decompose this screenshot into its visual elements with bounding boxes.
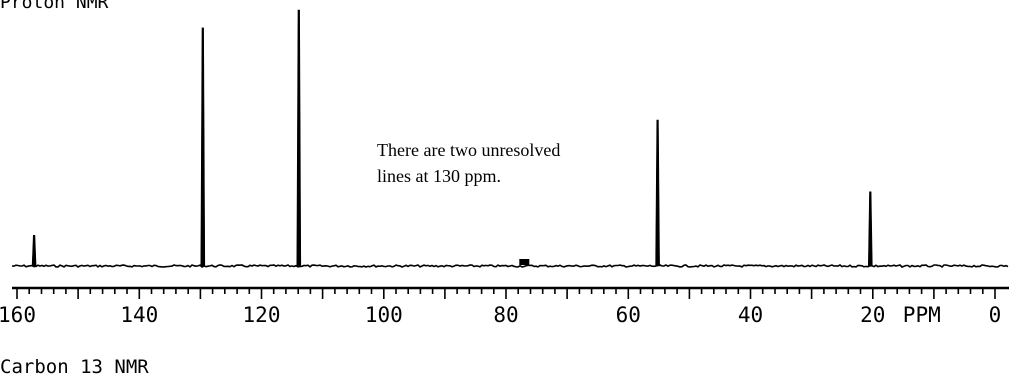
spectrum-peak bbox=[519, 259, 530, 265]
spectrum-peak bbox=[867, 191, 873, 267]
nmr-spectrum-chart: 160 140 120 100 80 60 40 20 0 PPM bbox=[0, 9, 1009, 327]
spectrum-peak bbox=[655, 119, 660, 267]
x-axis-tick-label: 60 bbox=[616, 303, 641, 327]
note-line-2: lines at 130 ppm. bbox=[377, 166, 501, 186]
x-axis-tick-label: 40 bbox=[738, 303, 763, 327]
x-axis-tick-label: 80 bbox=[493, 303, 518, 327]
note-line-1: There are two unresolved bbox=[377, 140, 561, 160]
spectrum-peak bbox=[296, 9, 302, 267]
x-axis-tick-label: 140 bbox=[120, 303, 158, 327]
spectrum-peak bbox=[200, 27, 206, 267]
x-axis-tick-label: 100 bbox=[365, 303, 403, 327]
ppm-axis: 160 140 120 100 80 60 40 20 0 PPM bbox=[0, 286, 1009, 327]
spectrum-baseline bbox=[11, 264, 1009, 269]
x-axis-unit-label: PPM bbox=[903, 303, 941, 327]
unresolved-lines-note: There are two unresolved lines at 130 pp… bbox=[377, 137, 677, 189]
proton-nmr-title: Proton NMR bbox=[0, 0, 109, 13]
x-axis-tick-label: 20 bbox=[860, 303, 885, 327]
x-axis-tick-label: 160 bbox=[0, 303, 36, 327]
peak-layer bbox=[11, 9, 1009, 269]
x-axis-tick-label: 120 bbox=[243, 303, 281, 327]
x-axis-tick-label: 0 bbox=[989, 303, 1002, 327]
carbon-13-nmr-title: Carbon 13 NMR bbox=[0, 356, 149, 378]
spectrum-peak bbox=[31, 235, 37, 267]
